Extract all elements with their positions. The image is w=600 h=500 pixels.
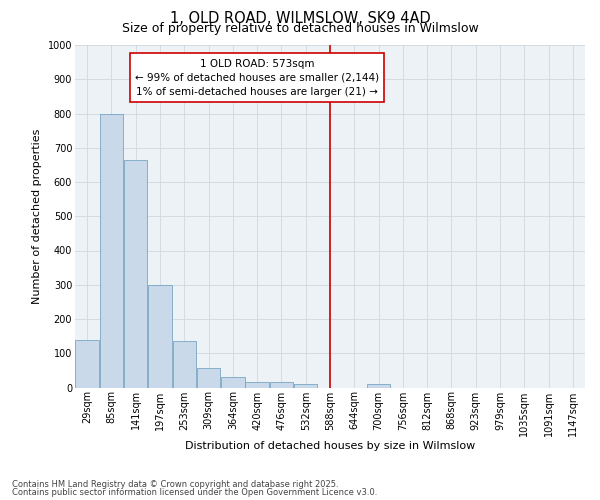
Text: Contains HM Land Registry data © Crown copyright and database right 2025.: Contains HM Land Registry data © Crown c… [12,480,338,489]
Text: Contains public sector information licensed under the Open Government Licence v3: Contains public sector information licen… [12,488,377,497]
Bar [124,160,148,388]
Bar [148,285,172,388]
Bar [100,114,123,388]
Text: 1, OLD ROAD, WILMSLOW, SK9 4AD: 1, OLD ROAD, WILMSLOW, SK9 4AD [170,11,430,26]
Bar [76,340,99,388]
Bar [197,368,220,388]
Bar [221,377,245,388]
Bar [173,342,196,388]
Bar [367,384,391,388]
Y-axis label: Number of detached properties: Number of detached properties [32,128,42,304]
Bar [269,382,293,388]
Bar [245,382,269,388]
Text: Size of property relative to detached houses in Wilmslow: Size of property relative to detached ho… [122,22,478,35]
X-axis label: Distribution of detached houses by size in Wilmslow: Distribution of detached houses by size … [185,441,475,451]
Bar [294,384,317,388]
Text: 1 OLD ROAD: 573sqm
← 99% of detached houses are smaller (2,144)
1% of semi-detac: 1 OLD ROAD: 573sqm ← 99% of detached hou… [135,58,379,96]
